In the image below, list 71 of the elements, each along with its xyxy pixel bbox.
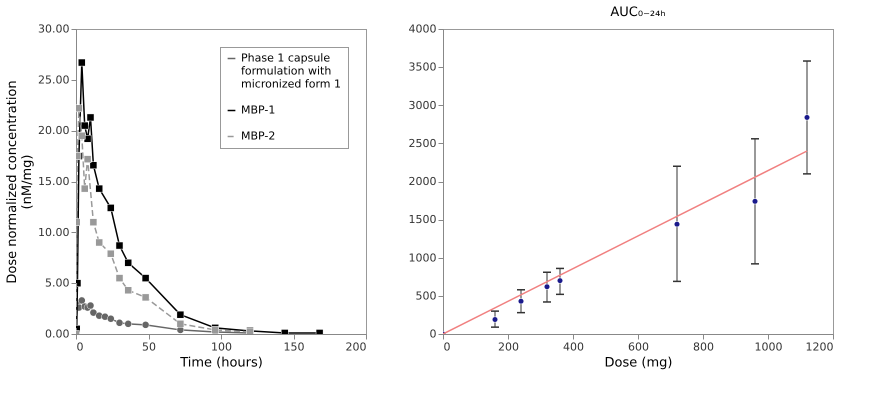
point bbox=[90, 161, 98, 170]
point bbox=[124, 320, 132, 328]
point bbox=[124, 259, 132, 267]
y-tick-label: 15.00 bbox=[38, 175, 70, 188]
x-tick-label: 1000 bbox=[754, 340, 782, 354]
y-tick-label: 2500 bbox=[408, 136, 436, 150]
legend-label: MBP-2 bbox=[241, 130, 276, 142]
point bbox=[95, 184, 103, 192]
point bbox=[107, 204, 115, 212]
y-tick-label: 1500 bbox=[408, 213, 436, 226]
y-tick-label: 3000 bbox=[408, 98, 436, 112]
legend-label: MBP-1 bbox=[241, 104, 276, 116]
point bbox=[124, 286, 132, 294]
y-tick-label: 2000 bbox=[408, 175, 436, 188]
y-tick-label: 20.00 bbox=[38, 124, 70, 138]
point bbox=[142, 274, 150, 282]
point bbox=[80, 184, 88, 192]
y-tick-label: 4000 bbox=[408, 22, 436, 36]
x-axis-title: Time (hours) bbox=[179, 356, 263, 370]
point bbox=[518, 298, 524, 304]
point bbox=[804, 114, 810, 120]
point bbox=[116, 274, 124, 282]
point bbox=[80, 122, 88, 130]
x-tick-label: 200 bbox=[346, 340, 366, 354]
x-tick-label: 1200 bbox=[806, 340, 834, 354]
point bbox=[78, 132, 86, 140]
point bbox=[78, 296, 86, 304]
point bbox=[86, 114, 94, 122]
y-tick-label: 0 bbox=[430, 328, 436, 340]
point bbox=[176, 320, 184, 328]
point bbox=[142, 294, 150, 302]
point bbox=[107, 250, 115, 258]
x-tick-label: 150 bbox=[284, 340, 304, 354]
point bbox=[674, 221, 680, 228]
point bbox=[84, 155, 92, 163]
x-tick-label: 200 bbox=[498, 340, 519, 354]
x-tick-label: 0 bbox=[444, 340, 450, 354]
point bbox=[116, 242, 124, 250]
point bbox=[86, 302, 94, 310]
x-tick-label: 0 bbox=[76, 340, 84, 354]
x-axis-title: Dose (mg) bbox=[604, 356, 672, 370]
point bbox=[492, 316, 498, 322]
point bbox=[752, 198, 758, 204]
point bbox=[95, 238, 103, 246]
x-tick-label: 400 bbox=[563, 340, 584, 354]
y-tick-label: 0.00 bbox=[45, 328, 70, 340]
y-tick-label: 10.00 bbox=[38, 226, 70, 239]
y-tick-label: 25.00 bbox=[38, 73, 70, 86]
point bbox=[107, 314, 115, 323]
legend-label: Phase 1 capsule formulation with micronized form 1 bbox=[241, 52, 342, 90]
chart-title: AUC₀₋₂₄ₕ bbox=[610, 5, 666, 20]
point bbox=[544, 284, 550, 290]
y-tick-label: 500 bbox=[416, 289, 436, 302]
y-axis-title: Dose normalized concentration (nM/mg) bbox=[5, 80, 36, 284]
point bbox=[176, 310, 184, 318]
x-tick-label: 600 bbox=[628, 340, 649, 354]
y-tick-label: 3500 bbox=[408, 60, 436, 74]
point bbox=[90, 308, 98, 316]
point bbox=[78, 58, 86, 66]
x-tick-label: 50 bbox=[142, 340, 156, 354]
y-tick-label: 1000 bbox=[408, 251, 436, 264]
x-tick-label: 100 bbox=[211, 340, 232, 354]
point bbox=[90, 218, 98, 226]
y-tick-label: 30.00 bbox=[38, 22, 70, 36]
point bbox=[76, 104, 83, 112]
point bbox=[142, 321, 150, 329]
point bbox=[101, 312, 109, 320]
y-tick-label: 5.00 bbox=[45, 276, 70, 290]
point bbox=[116, 319, 124, 327]
x-tick-label: 800 bbox=[693, 340, 714, 354]
point bbox=[557, 278, 563, 284]
